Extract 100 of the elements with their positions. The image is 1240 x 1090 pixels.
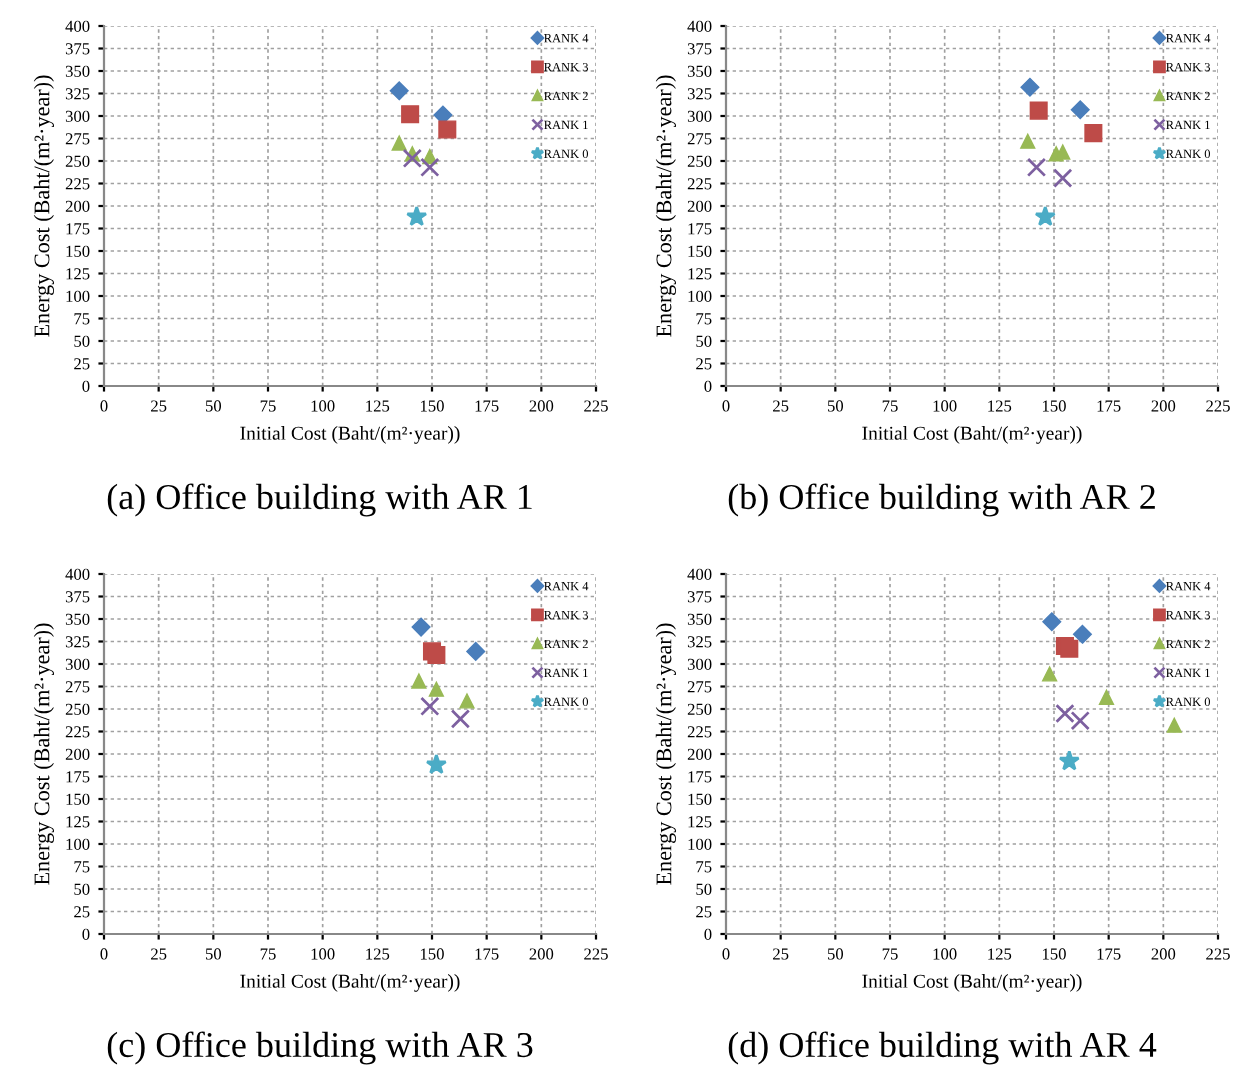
y-tick-label: 175 — [688, 771, 712, 783]
text: (a) Office building with AR 1 — [107, 483, 532, 517]
x-tick-label: 50 — [827, 948, 844, 960]
point — [1041, 666, 1058, 682]
y-tick-label: 100 — [66, 838, 90, 850]
point — [406, 205, 428, 227]
point — [402, 148, 423, 169]
x-axis-title: Initial Cost (Baht/(m²·year)) — [240, 974, 460, 992]
point — [425, 753, 448, 775]
x-tick-label: 175 — [1097, 400, 1121, 412]
y-tick-label: 325 — [65, 636, 90, 648]
point — [1029, 101, 1048, 120]
y-tick-label: 200 — [687, 200, 712, 212]
y-tick-label: 300 — [65, 110, 90, 122]
y-tick-label: 250 — [65, 703, 90, 715]
x-tick-label: 25 — [151, 948, 167, 960]
point — [389, 81, 409, 101]
x-tick-label: 75 — [882, 948, 898, 960]
y-tick-label: 350 — [65, 65, 90, 77]
y-tick-label: 75 — [696, 313, 712, 325]
point — [411, 617, 431, 637]
y-tick-label: 400 — [687, 20, 712, 32]
x-tick-label: 25 — [773, 948, 789, 960]
point — [411, 673, 427, 689]
y-axis-title: Energy Cost (Baht/(m²·year)) — [33, 623, 54, 885]
y-tick-label: 0 — [82, 928, 90, 940]
text: (d) Office building with AR 4 — [728, 1031, 1157, 1065]
y-tick-label: 375 — [65, 591, 90, 603]
x-tick-label: 25 — [151, 400, 167, 412]
x-tick-label: 75 — [260, 948, 276, 960]
point — [1020, 133, 1036, 149]
point — [1166, 717, 1182, 733]
y-tick-label: 200 — [65, 748, 90, 760]
y-tick-label: 75 — [74, 861, 90, 873]
point — [428, 681, 445, 697]
y-tick-label: 225 — [687, 726, 712, 738]
y-tick-label: 325 — [687, 636, 712, 648]
x-tick-label: 50 — [205, 400, 222, 412]
x-tick-label: 225 — [584, 400, 608, 412]
x-tick-label: 100 — [933, 948, 957, 960]
x-tick-label: 150 — [420, 948, 444, 960]
point — [438, 120, 457, 139]
x-tick-label: 0 — [100, 400, 108, 412]
x-tick-label: 125 — [988, 400, 1012, 412]
x-tick-label: 100 — [311, 948, 335, 960]
y-tick-label: 250 — [65, 155, 90, 167]
y-tick-label: 375 — [687, 591, 712, 603]
y-tick-label: 350 — [65, 613, 90, 625]
point — [1034, 205, 1056, 227]
point — [1055, 703, 1075, 724]
y-tick-label: 50 — [696, 335, 712, 347]
x-tick-label: 100 — [933, 400, 957, 412]
point — [1058, 750, 1080, 771]
y-tick-label: 350 — [687, 613, 712, 625]
point — [391, 135, 407, 151]
x-tick-label: 200 — [529, 400, 554, 412]
y-tick-label: 275 — [65, 133, 90, 145]
x-tick-label: 225 — [1206, 400, 1230, 412]
y-tick-label: 225 — [687, 178, 712, 190]
y-axis-title: Energy Cost (Baht/(m²·year)) — [33, 75, 54, 337]
x-tick-label: 150 — [420, 400, 444, 412]
text: (c) Office building with AR 3 — [107, 1031, 533, 1065]
point — [1070, 710, 1090, 731]
y-tick-label: 25 — [74, 358, 90, 370]
y-tick-label: 150 — [688, 245, 712, 257]
x-tick-label: 175 — [1097, 948, 1121, 960]
y-tick-label: 100 — [688, 290, 712, 302]
y-tick-label: 75 — [74, 313, 90, 325]
y-tick-label: 175 — [688, 223, 712, 235]
x-tick-label: 50 — [827, 400, 844, 412]
y-tick-label: 300 — [687, 110, 712, 122]
y-tick-label: 125 — [66, 816, 90, 828]
x-axis-title: Initial Cost (Baht/(m²·year)) — [862, 426, 1082, 444]
y-tick-label: 200 — [65, 200, 90, 212]
point — [1072, 624, 1092, 644]
point — [1084, 124, 1103, 143]
x-tick-label: 75 — [882, 400, 898, 412]
x-tick-label: 225 — [1206, 948, 1230, 960]
x-tick-label: 0 — [100, 948, 108, 960]
y-tick-label: 175 — [66, 771, 90, 783]
x-tick-label: 75 — [260, 400, 276, 412]
x-tick-label: 25 — [773, 400, 789, 412]
y-tick-label: 125 — [688, 816, 712, 828]
y-tick-label: 400 — [687, 568, 712, 580]
y-tick-label: 25 — [696, 358, 712, 370]
point — [420, 696, 440, 717]
y-tick-label: 275 — [687, 681, 712, 693]
y-tick-label: 150 — [688, 793, 712, 805]
y-tick-label: 400 — [65, 20, 90, 32]
y-tick-label: 75 — [696, 861, 712, 873]
y-tick-label: 100 — [688, 838, 712, 850]
point — [1053, 168, 1073, 188]
y-tick-label: 175 — [66, 223, 90, 235]
y-tick-label: 300 — [65, 658, 90, 670]
y-tick-label: 50 — [696, 883, 712, 895]
y-tick-label: 225 — [65, 178, 90, 190]
y-tick-label: 200 — [687, 748, 712, 760]
y-tick-label: 275 — [687, 133, 712, 145]
y-tick-label: 0 — [704, 380, 712, 392]
point — [1060, 639, 1079, 658]
